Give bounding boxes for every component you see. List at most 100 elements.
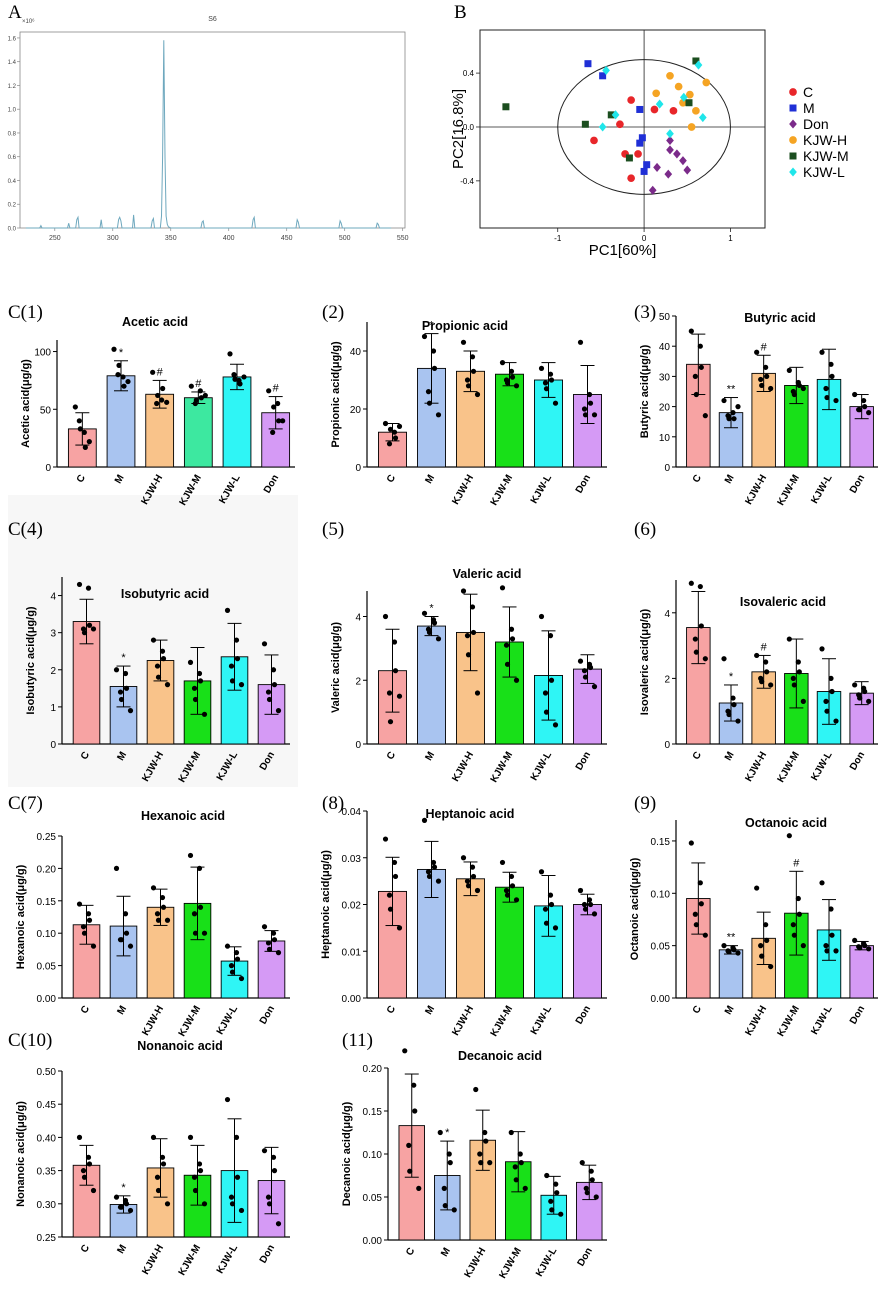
C1-data-point <box>154 400 160 407</box>
C8-title: Heptanoic acid <box>426 807 515 821</box>
C4-data-point <box>86 622 93 628</box>
C10-data-point <box>86 1161 93 1167</box>
C3-data-point <box>824 394 830 401</box>
C8-data-point <box>587 901 594 908</box>
C1-data-point <box>231 372 237 378</box>
C7-data-point <box>123 930 130 936</box>
pca-point <box>686 90 694 99</box>
C7-y-tick-label: 0.10 <box>37 929 57 940</box>
C9-data-point <box>758 943 764 949</box>
pca-legend-label: Don <box>803 116 829 132</box>
C6-data-point <box>693 649 699 655</box>
C8-data-point <box>513 897 520 903</box>
C7-data-point <box>86 917 93 923</box>
C2-data-point <box>426 400 433 406</box>
C11-data-point <box>588 1168 594 1174</box>
C6-data-point <box>754 652 760 659</box>
C3-category-label: C <box>691 473 704 485</box>
C3-y-tick-label: 50 <box>659 312 671 323</box>
pca-legend-label: KJW-M <box>803 148 849 164</box>
pca-point <box>502 103 510 111</box>
C7-data-point <box>150 885 157 891</box>
C10-data-point <box>261 1148 268 1154</box>
C8-data-point <box>582 906 589 912</box>
C1-data-point <box>159 397 165 403</box>
pca-point <box>692 57 700 65</box>
C5-data-point <box>582 674 589 680</box>
C11-data-point <box>583 1185 589 1191</box>
C6-data-point <box>763 659 769 665</box>
C11-data-point <box>482 1129 488 1136</box>
C5-category-label: C <box>385 750 398 762</box>
C7-y-tick-label: 0.15 <box>37 897 57 908</box>
C6-y-tick-label: 2 <box>664 674 670 685</box>
C10-data-point <box>192 1187 199 1194</box>
pca-y-axis-label: PC2[16.8%] <box>450 89 467 169</box>
C4-data-point <box>113 667 120 673</box>
C9-data-point <box>693 922 699 928</box>
C2-y-tick-label: 0 <box>355 463 361 474</box>
pca-legend-label: KJW-L <box>803 164 845 180</box>
C10-y-tick-label: 0.35 <box>37 1167 57 1178</box>
C5-data-point <box>547 633 554 639</box>
C7-data-point <box>122 911 129 917</box>
C4-data-point <box>266 696 273 703</box>
pca-legend-label: C <box>803 84 813 100</box>
C3-data-point <box>828 361 834 367</box>
C1-y-tick-label: 100 <box>34 348 51 359</box>
C5-data-point <box>387 719 394 725</box>
C5-y-tick-label: 2 <box>355 676 361 687</box>
C4-data-point <box>118 696 125 703</box>
C11-data-point <box>402 1048 408 1054</box>
C3-data-point <box>697 343 703 349</box>
C6-data-point <box>866 698 872 704</box>
C9-bar <box>849 945 874 999</box>
C6-title: Isovaleric acid <box>740 595 826 609</box>
C3-data-point <box>702 413 708 419</box>
C5-data-point <box>460 588 467 594</box>
C8-data-point <box>547 892 554 898</box>
C4-y-tick-label: 3 <box>50 629 56 640</box>
C5-data-point <box>587 664 594 671</box>
C7-data-point <box>118 937 125 943</box>
C7-data-point <box>187 852 194 859</box>
C9-y-tick-label: 0.05 <box>651 942 671 953</box>
C6-y-tick-label: 4 <box>664 609 670 620</box>
panel-label-c8: (8) <box>322 793 345 814</box>
C9-significance-mark: # <box>793 857 800 869</box>
pca-point <box>625 154 633 162</box>
C1-data-point <box>202 392 208 399</box>
chromatogram-y-tick-label: 1.2 <box>8 84 17 90</box>
C8-data-point <box>591 911 598 917</box>
C6-data-point <box>698 623 704 629</box>
chromatogram-title: S6 <box>208 16 217 23</box>
C2-data-point <box>470 368 477 374</box>
C8-y-tick-label: 0.01 <box>342 947 362 958</box>
C10-data-point <box>266 1201 273 1207</box>
C6-data-point <box>692 636 698 642</box>
C2-data-point <box>465 383 472 389</box>
C9-data-point <box>763 922 769 928</box>
panel-label-c1: C(1) <box>8 302 43 323</box>
C9-data-point <box>735 950 741 956</box>
C10-data-point <box>123 1201 130 1207</box>
C3-data-point <box>796 382 802 389</box>
C6-data-point <box>688 580 694 586</box>
C8-data-point <box>382 836 389 842</box>
C1-data-point <box>86 439 92 445</box>
C8-y-tick-label: 0.02 <box>342 901 362 912</box>
C8-data-point <box>543 920 550 926</box>
pca-point <box>652 89 661 98</box>
pca-frame <box>479 29 766 229</box>
C8-data-point <box>465 883 472 889</box>
pca-point <box>674 82 683 91</box>
pca-point <box>650 105 659 114</box>
C10-category-label: C <box>79 1243 92 1255</box>
C2-data-point <box>538 365 545 371</box>
C4-data-point <box>150 637 157 643</box>
C7-y-axis-label: Hexanoic acid(μg/g) <box>15 864 27 969</box>
C10-data-point <box>201 1201 208 1207</box>
pca-legend-marker <box>789 136 797 144</box>
C11-category-label: C <box>404 1246 417 1258</box>
pca-x-tick-label: 0 <box>642 234 647 243</box>
